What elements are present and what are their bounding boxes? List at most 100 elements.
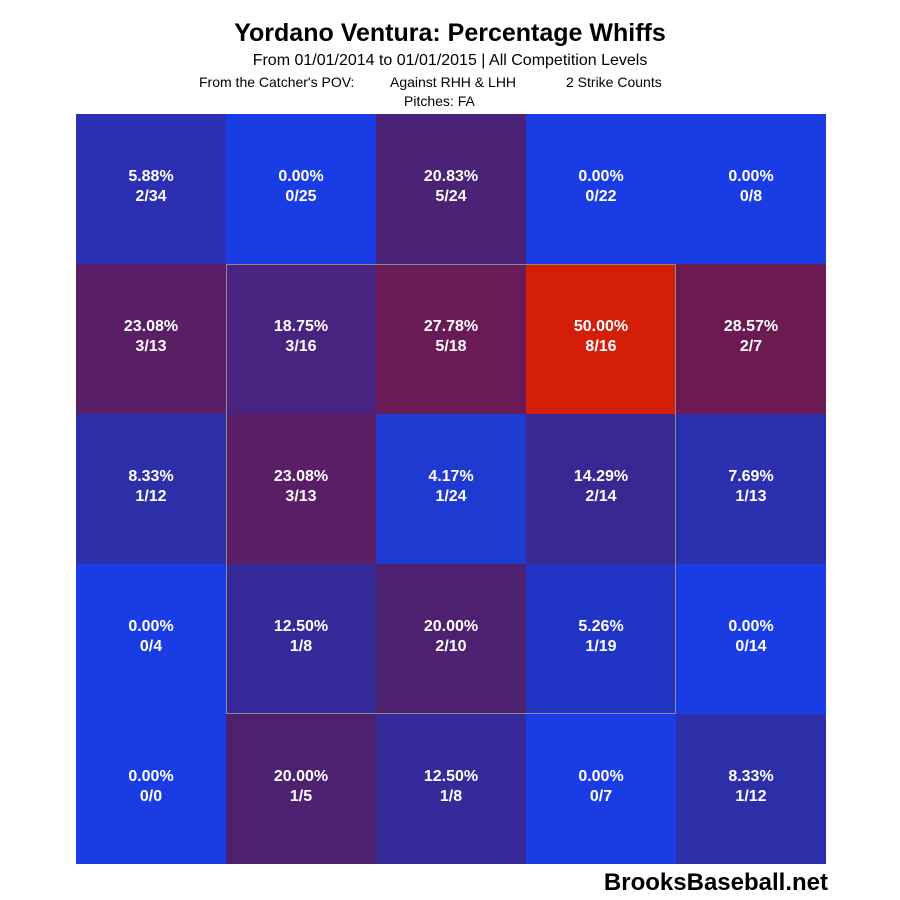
- cell-percentage: 14.29%: [573, 468, 629, 485]
- cell-fraction: 2/34: [135, 188, 167, 205]
- cell-percentage: 20.83%: [423, 168, 479, 185]
- cell-percentage: 20.00%: [273, 768, 329, 785]
- cell-fraction: 3/13: [285, 488, 317, 505]
- cell-fraction: 0/14: [735, 638, 767, 655]
- heatmap-cell: 27.78% 5/18: [376, 264, 526, 414]
- cell-percentage: 8.33%: [728, 768, 774, 785]
- cell-fraction: 0/8: [739, 188, 763, 205]
- cell-label: 27.78% 5/18: [376, 317, 526, 357]
- chart-title: Yordano Ventura: Percentage Whiffs: [234, 19, 666, 47]
- cell-label: 28.57% 2/7: [676, 317, 826, 357]
- cell-percentage: 18.75%: [273, 318, 329, 335]
- heatmap-cell: 20.83% 5/24: [376, 114, 526, 264]
- heatmap-cell: 12.50% 1/8: [376, 714, 526, 864]
- heatmap-cell: 0.00% 0/25: [226, 114, 376, 264]
- pitches-label: Pitches: FA: [404, 93, 475, 109]
- cell-percentage: 5.88%: [128, 168, 174, 185]
- cell-fraction: 3/16: [285, 338, 317, 355]
- heatmap-cell: 23.08% 3/13: [76, 264, 226, 414]
- heatmap-cell: 4.17% 1/24: [376, 414, 526, 564]
- heatmap-cell: 14.29% 2/14: [526, 414, 676, 564]
- cell-percentage: 0.00%: [578, 768, 624, 785]
- cell-label: 14.29% 2/14: [526, 467, 676, 507]
- cell-percentage: 7.69%: [728, 468, 774, 485]
- cell-fraction: 1/8: [439, 788, 463, 805]
- cell-fraction: 0/22: [585, 188, 617, 205]
- cell-label: 0.00% 0/22: [526, 167, 676, 207]
- cell-label: 50.00% 8/16: [526, 317, 676, 357]
- cell-label: 0.00% 0/14: [676, 617, 826, 657]
- chart-subtitle: From 01/01/2014 to 01/01/2015 | All Comp…: [252, 52, 648, 69]
- cell-label: 7.69% 1/13: [676, 467, 826, 507]
- cell-fraction: 1/24: [435, 488, 467, 505]
- cell-percentage: 0.00%: [578, 168, 624, 185]
- cell-label: 0.00% 0/8: [676, 167, 826, 207]
- heatmap-cell: 12.50% 1/8: [226, 564, 376, 714]
- cell-percentage: 12.50%: [423, 768, 479, 785]
- cell-label: 8.33% 1/12: [676, 767, 826, 807]
- cell-fraction: 3/13: [135, 338, 167, 355]
- heatmap-cell: 7.69% 1/13: [676, 414, 826, 564]
- cell-percentage: 5.26%: [578, 618, 624, 635]
- cell-percentage: 27.78%: [423, 318, 479, 335]
- cell-fraction: 0/25: [285, 188, 317, 205]
- counts-label: 2 Strike Counts: [566, 74, 662, 90]
- heatmap-cell: 0.00% 0/4: [76, 564, 226, 714]
- cell-label: 0.00% 0/4: [76, 617, 226, 657]
- cell-fraction: 5/18: [435, 338, 467, 355]
- handedness-label: Against RHH & LHH: [390, 74, 517, 90]
- heatmap-cell: 0.00% 0/22: [526, 114, 676, 264]
- cell-percentage: 0.00%: [728, 618, 774, 635]
- cell-percentage: 12.50%: [273, 618, 329, 635]
- cell-label: 4.17% 1/24: [376, 467, 526, 507]
- cell-percentage: 23.08%: [123, 318, 179, 335]
- cell-fraction: 1/8: [289, 638, 313, 655]
- heatmap-cell: 20.00% 1/5: [226, 714, 376, 864]
- heatmap-cell: 0.00% 0/8: [676, 114, 826, 264]
- cell-fraction: 2/10: [435, 638, 467, 655]
- cell-fraction: 1/5: [289, 788, 313, 805]
- cell-label: 5.26% 1/19: [526, 617, 676, 657]
- cell-fraction: 5/24: [435, 188, 467, 205]
- heatmap-cell: 0.00% 0/0: [76, 714, 226, 864]
- cell-label: 20.83% 5/24: [376, 167, 526, 207]
- cell-label: 23.08% 3/13: [226, 467, 376, 507]
- heatmap-cell: 5.88% 2/34: [76, 114, 226, 264]
- cell-label: 12.50% 1/8: [376, 767, 526, 807]
- heatmap-cell: 8.33% 1/12: [676, 714, 826, 864]
- cell-percentage: 23.08%: [273, 468, 329, 485]
- cell-label: 0.00% 0/0: [76, 767, 226, 807]
- heatmap-cell: 8.33% 1/12: [76, 414, 226, 564]
- cell-fraction: 0/7: [589, 788, 613, 805]
- brooksbaseball-watermark: BrooksBaseball.net: [603, 869, 828, 896]
- cell-label: 18.75% 3/16: [226, 317, 376, 357]
- cell-percentage: 8.33%: [128, 468, 174, 485]
- cell-fraction: 0/0: [139, 788, 163, 805]
- cell-percentage: 0.00%: [728, 168, 774, 185]
- cell-fraction: 1/12: [135, 488, 167, 505]
- cell-label: 12.50% 1/8: [226, 617, 376, 657]
- cell-percentage: 4.17%: [428, 468, 474, 485]
- cell-label: 0.00% 0/25: [226, 167, 376, 207]
- heatmap-plot: 5.88% 2/34 0.00% 0/25 20.83% 5/24 0.00% 0/22 0.0…: [76, 114, 826, 864]
- cell-percentage: 50.00%: [573, 318, 629, 335]
- cell-fraction: 2/14: [585, 488, 617, 505]
- cell-percentage: 0.00%: [278, 168, 324, 185]
- cell-percentage: 28.57%: [723, 318, 779, 335]
- heatmap-cell: 0.00% 0/7: [526, 714, 676, 864]
- cell-fraction: 0/4: [139, 638, 163, 655]
- heatmap-cell: 20.00% 2/10: [376, 564, 526, 714]
- heatmap-cell: 23.08% 3/13: [226, 414, 376, 564]
- cell-percentage: 0.00%: [128, 768, 174, 785]
- heatmap-cell: 50.00% 8/16: [526, 264, 676, 414]
- heatmap-cell: 0.00% 0/14: [676, 564, 826, 714]
- cell-label: 8.33% 1/12: [76, 467, 226, 507]
- cell-fraction: 8/16: [585, 338, 617, 355]
- cell-fraction: 1/13: [735, 488, 767, 505]
- cell-percentage: 20.00%: [423, 618, 479, 635]
- cell-label: 0.00% 0/7: [526, 767, 676, 807]
- heatmap-cell: 18.75% 3/16: [226, 264, 376, 414]
- cell-label: 20.00% 1/5: [226, 767, 376, 807]
- cell-label: 23.08% 3/13: [76, 317, 226, 357]
- pov-label: From the Catcher's POV:: [199, 74, 355, 90]
